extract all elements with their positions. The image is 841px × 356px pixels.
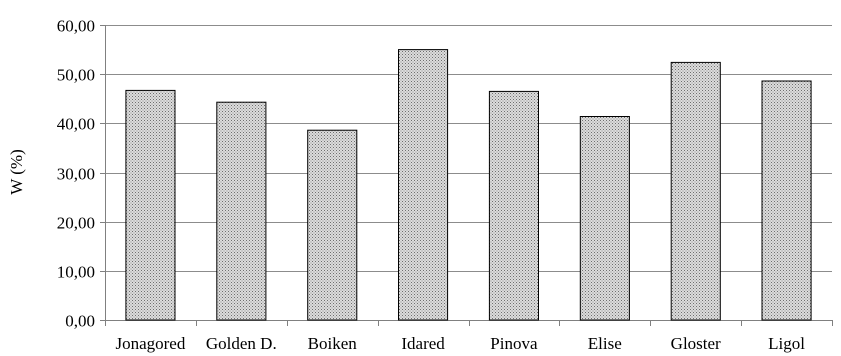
x-category-label: Elise xyxy=(588,334,622,353)
bar-ligol xyxy=(761,80,812,321)
y-tick-labels: 0,00 10,00 20,00 30,00 40,00 50,00 60,00 xyxy=(57,17,95,331)
x-category-label: Boiken xyxy=(308,334,358,353)
x-category-label: Gloster xyxy=(671,334,721,353)
y-tick-label: 40,00 xyxy=(57,115,95,134)
bars xyxy=(125,49,812,321)
x-category-labels: Jonagored Golden D. Boiken Idared Pinova Elis… xyxy=(115,334,805,353)
x-category-label: Idared xyxy=(401,334,445,353)
x-category-label: Jonagored xyxy=(115,334,185,353)
x-category-label: Golden D. xyxy=(206,334,277,353)
y-tick-label: 30,00 xyxy=(57,165,95,184)
x-category-label: Pinova xyxy=(490,334,538,353)
bar-idared xyxy=(398,49,449,321)
y-tick-label: 60,00 xyxy=(57,17,95,36)
x-category-label: Ligol xyxy=(768,334,805,353)
axes xyxy=(100,25,833,326)
bar-pinova xyxy=(488,90,539,321)
bar-jonagored xyxy=(125,89,176,321)
y-tick-label: 20,00 xyxy=(57,214,95,233)
bar-boiken xyxy=(307,129,358,321)
bar-gloster xyxy=(670,61,721,321)
y-tick-label: 50,00 xyxy=(57,66,95,85)
gridlines xyxy=(105,25,832,272)
y-tick-label: 10,00 xyxy=(57,263,95,282)
y-tick-label: 0,00 xyxy=(65,312,95,331)
y-axis-title: W (%) xyxy=(7,149,26,194)
bar-golden-d xyxy=(216,101,267,321)
bar-elise xyxy=(579,116,630,321)
